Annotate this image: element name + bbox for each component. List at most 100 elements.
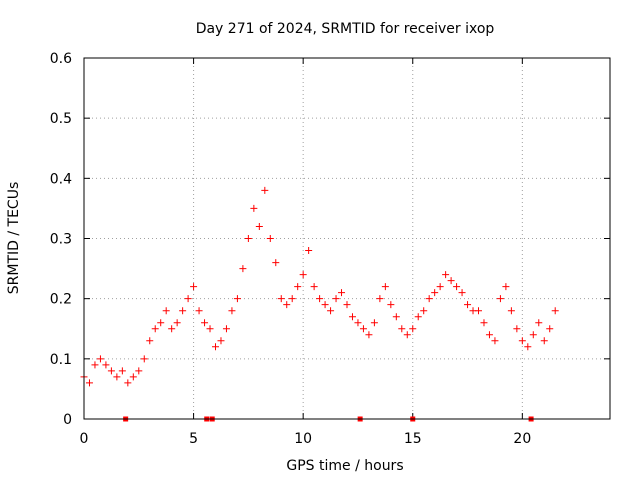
data-point (118, 367, 126, 375)
data-point (239, 265, 247, 273)
data-point (513, 325, 521, 333)
y-tick-label: 0.2 (50, 292, 72, 308)
data-point (403, 331, 411, 339)
data-point (244, 235, 252, 242)
data-point (288, 295, 296, 303)
data-point (217, 337, 225, 345)
data-point (496, 295, 504, 303)
data-point (129, 373, 137, 381)
data-point (414, 313, 422, 321)
data-point (540, 337, 548, 345)
data-point (398, 325, 406, 333)
data-point (447, 277, 455, 285)
y-tick-label: 0.3 (50, 232, 72, 248)
data-point (310, 283, 318, 291)
data-point (507, 307, 515, 315)
data-point (491, 337, 499, 345)
data-point (425, 295, 433, 303)
data-point (359, 325, 367, 333)
y-tick-label: 0.1 (50, 352, 72, 368)
data-point (151, 325, 159, 333)
data-point (91, 361, 99, 369)
data-point (157, 319, 165, 327)
data-point (348, 313, 356, 321)
data-point (113, 373, 121, 381)
data-point (283, 301, 291, 309)
data-point (480, 319, 488, 327)
data-point (431, 289, 439, 297)
data-point (179, 307, 187, 315)
data-point (321, 301, 329, 309)
data-point (255, 222, 263, 230)
data-point (102, 361, 110, 369)
data-point (228, 307, 236, 315)
data-point (250, 204, 258, 212)
data-point (546, 325, 554, 333)
data-point (392, 313, 400, 321)
data-point (518, 337, 526, 345)
data-point (436, 283, 444, 291)
data-point (184, 295, 192, 303)
data-point (96, 355, 104, 363)
data-point (381, 283, 389, 291)
data-point (107, 367, 115, 375)
data-point (168, 325, 176, 333)
data-point (233, 295, 241, 303)
y-axis-label: SRMTID / TECUs (6, 182, 22, 295)
data-point (294, 283, 302, 291)
data-point (305, 247, 313, 255)
y-tick-label: 0.6 (50, 51, 72, 67)
data-point (365, 331, 373, 339)
x-tick-label: 5 (189, 431, 198, 447)
x-tick-label: 15 (404, 431, 422, 447)
data-point (173, 319, 181, 327)
data-points (80, 186, 559, 387)
y-tick-label: 0.5 (50, 111, 72, 127)
plot-frame (83, 57, 611, 420)
data-point (332, 295, 340, 303)
x-tick-label: 10 (294, 431, 312, 447)
data-point (551, 307, 559, 315)
data-point (458, 289, 466, 297)
data-point (409, 325, 417, 333)
data-point (190, 283, 198, 291)
data-point (135, 367, 143, 375)
axis-ticks: 0 0.1 0.2 0.3 0.4 0.5 0.6 0 5 10 15 20 (50, 51, 610, 447)
data-point (212, 343, 219, 351)
x-axis-label: GPS time / hours (286, 458, 403, 474)
data-point (420, 307, 428, 315)
data-point (206, 325, 214, 333)
data-point (485, 331, 493, 339)
data-point (354, 319, 362, 327)
data-point (140, 355, 148, 363)
data-point (162, 307, 170, 315)
data-point (85, 379, 93, 387)
data-point (146, 337, 154, 345)
data-point (277, 295, 285, 303)
data-point (343, 301, 351, 309)
data-point (524, 343, 532, 351)
data-point (316, 295, 324, 303)
data-point (266, 235, 274, 242)
data-point (464, 301, 472, 309)
data-point (453, 283, 461, 291)
data-point (327, 307, 335, 315)
y-tick-label: 0.4 (50, 171, 72, 187)
y-tick-label: 0 (63, 412, 72, 428)
data-point (370, 319, 378, 327)
data-point (442, 271, 450, 279)
data-point (338, 289, 346, 297)
chart-title: Day 271 of 2024, SRMTID for receiver ixo… (196, 21, 495, 37)
data-point (201, 319, 209, 327)
x-tick-label: 20 (513, 431, 531, 447)
grid (84, 58, 610, 419)
data-point (124, 379, 132, 387)
data-point (387, 301, 395, 309)
data-point (195, 307, 203, 315)
data-point (475, 307, 482, 315)
data-point (272, 259, 280, 267)
data-point (376, 295, 384, 303)
data-point (222, 325, 230, 333)
data-point (299, 271, 307, 279)
